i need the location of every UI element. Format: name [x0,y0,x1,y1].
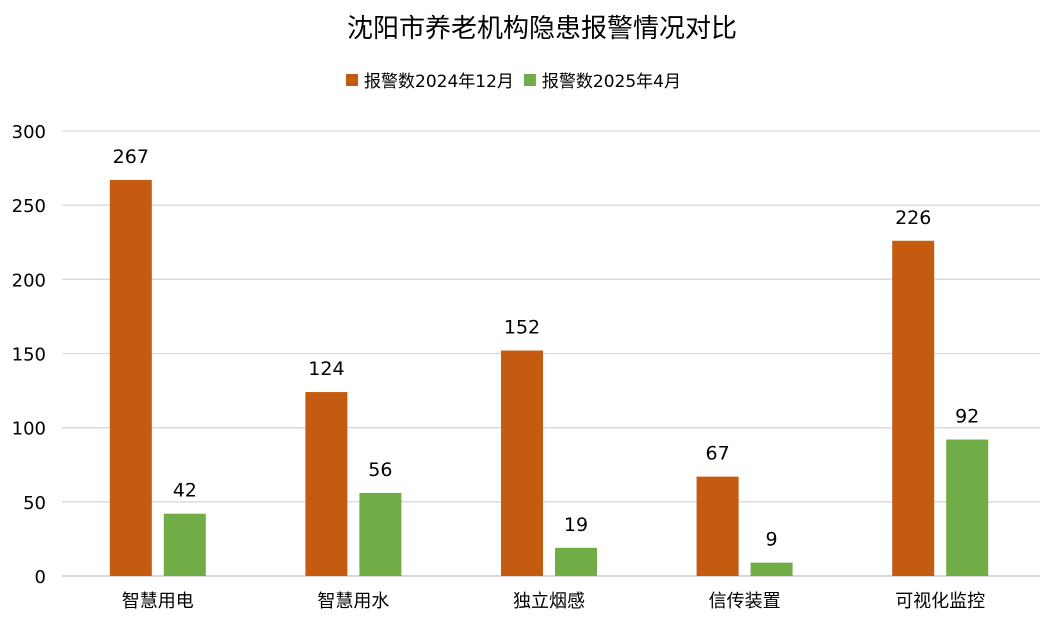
bar [555,547,597,576]
bar [750,562,793,576]
legend-swatch [523,74,536,86]
x-tick-label: 可视化监控 [895,591,985,612]
data-label: 226 [895,207,931,229]
x-tick-label: 智慧用电 [122,591,194,612]
y-tick-label: 0 [35,567,46,588]
data-label: 19 [564,514,588,536]
x-tick-label: 智慧用水 [317,591,389,612]
bar [501,350,543,576]
y-tick-label: 150 [12,345,46,366]
x-tick-label: 独立烟感 [513,591,585,612]
bar [696,476,739,576]
bar [892,240,935,576]
y-tick-label: 200 [12,270,46,291]
data-label: 152 [504,317,540,339]
data-label: 124 [308,358,344,380]
data-label: 67 [706,443,730,465]
chart-title: 沈阳市养老机构隐患报警情况对比 [347,14,737,44]
data-label: 267 [113,146,149,168]
data-label: 92 [955,406,979,428]
y-tick-label: 250 [12,196,46,217]
bar [359,492,402,576]
bar [946,439,989,576]
data-label: 9 [766,529,778,551]
bars: 267 42 124 56 152 19 67 9 226 92 [109,146,989,576]
bar [163,513,206,576]
y-tick-label: 300 [12,122,46,143]
bar [109,179,152,576]
bar [305,392,348,576]
y-tick-label: 50 [23,493,46,514]
y-tick-label: 100 [12,419,46,440]
x-tick-label: 信传装置 [709,591,781,612]
x-axis-labels: 智慧用电 智慧用水 独立烟感 信传装置 可视化监控 [122,591,985,612]
grid: 0 50 100 150 200 250 300 [12,122,1040,588]
legend-swatch [346,74,358,86]
legend: 报警数2024年12月 报警数2025年4月 [346,72,681,92]
data-label: 42 [173,480,197,502]
data-label: 56 [368,459,392,481]
legend-label: 报警数2024年12月 [364,72,514,92]
legend-label: 报警数2025年4月 [542,72,681,92]
